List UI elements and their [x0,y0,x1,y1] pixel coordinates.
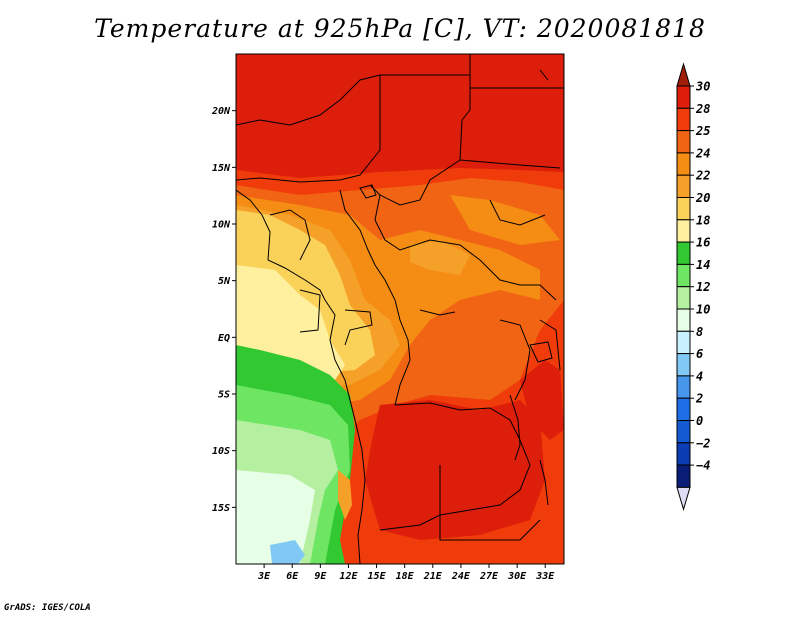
colorbar-label: 4 [696,369,703,383]
colorbar-label: 30 [695,80,710,94]
lat-tick-label: EQ [218,333,230,344]
lake-tanganyika [509,394,521,461]
border-13 [539,319,561,371]
lat-tick-label: 15S [212,503,230,514]
colorbar-swatch [676,152,691,176]
colorbar-swatch [676,420,691,444]
colorbar-bottom-arrow [676,486,691,512]
colorbar-label: 16 [696,236,710,250]
colorbar-swatch [676,353,691,377]
credit-label: GrADS: IGES/COLA [4,603,91,613]
colorbar-swatch [676,85,691,109]
colorbar-label: 10 [696,303,710,317]
colorbar-swatch [676,219,691,243]
colorbar-swatch [676,308,691,332]
field-east-hot [520,360,564,440]
border-4 [459,159,561,169]
lake-victoria [529,341,553,363]
field-22-central [410,240,470,275]
colorbar-swatch [676,263,691,288]
border-9 [344,309,373,346]
border-8 [439,465,541,541]
lake-malawi [539,459,549,506]
lon-tick-label: 15E [368,571,387,582]
lon-tick-label: 24E [451,571,471,582]
colorbar-top-arrow [676,62,691,87]
lake-chad [359,184,377,199]
border-12 [499,319,531,401]
lon-tick-label: 12E [339,571,358,582]
lat-tick-label: 10S [212,446,230,457]
lat-tick-label: 10N [212,220,231,231]
lon-tick-label: 27E [479,571,499,582]
colorbar-label: −4 [696,459,710,473]
border-3 [469,54,564,89]
lat-tick-label: 15N [212,163,231,174]
colorbar-swatch [676,397,691,422]
lat-tick-label: 5S [218,390,230,401]
lat-tick-label: 5N [218,276,231,287]
lon-tick-label: 21E [423,571,443,582]
colorbar-label: 12 [696,280,710,294]
chart-title: Temperature at 925hPa [C], VT: 202008181… [94,14,706,43]
field-24-east [450,195,560,245]
coastline-west [236,189,366,564]
colorbar-swatch [676,442,691,466]
colorbar-label: 25 [695,124,710,138]
colorbar-label: 14 [696,258,710,272]
temperature-field [236,54,564,564]
lat-tick-label: 20N [211,106,231,117]
colorbar-swatch [676,286,691,310]
border-14 [489,199,546,226]
colorbar-label: 18 [696,213,710,227]
colorbar-swatch [676,174,691,198]
longitude-axis: 3E 6E 9E 12E 15E 18E 21E 24E 27E 30E 33E [257,564,555,582]
border-10 [299,289,321,333]
colorbar-label: 6 [696,347,703,361]
colorbar-swatch [676,241,691,265]
border-15 [419,309,456,316]
colorbar-swatch [676,330,691,355]
colorbar-label: 28 [695,102,710,116]
map-frame [235,53,565,565]
field-8 [270,540,305,564]
colorbar-label: 24 [695,146,710,160]
lon-tick-label: 33E [535,571,555,582]
field-coast-strip [338,470,352,520]
lon-tick-label: 3E [257,571,271,582]
lon-tick-label: 18E [396,571,415,582]
colorbar-swatch [676,375,691,399]
colorbar-label: 0 [696,414,703,428]
colorbar-label: 22 [695,169,710,183]
colorbar-label: 2 [695,392,703,406]
border-16 [539,69,549,81]
border-5 [374,194,557,301]
lon-tick-label: 30E [507,571,527,582]
latitude-axis: 20N 15N 10N 5N EQ 5S 10S 15S [211,106,236,514]
lon-tick-label: 9E [314,571,327,582]
border-11 [269,209,311,261]
colorbar-swatch [676,130,691,154]
lon-tick-label: 6E [286,571,299,582]
colorbar-swatch [676,197,691,221]
colorbar-swatch [676,107,691,132]
border-6 [339,189,411,406]
colorbar-label: 8 [696,325,703,339]
country-borders [236,54,564,564]
colorbar-label: −2 [696,436,710,450]
colorbar-swatch [676,464,691,488]
colorbar-label: 20 [695,191,710,205]
border-2 [369,74,471,206]
